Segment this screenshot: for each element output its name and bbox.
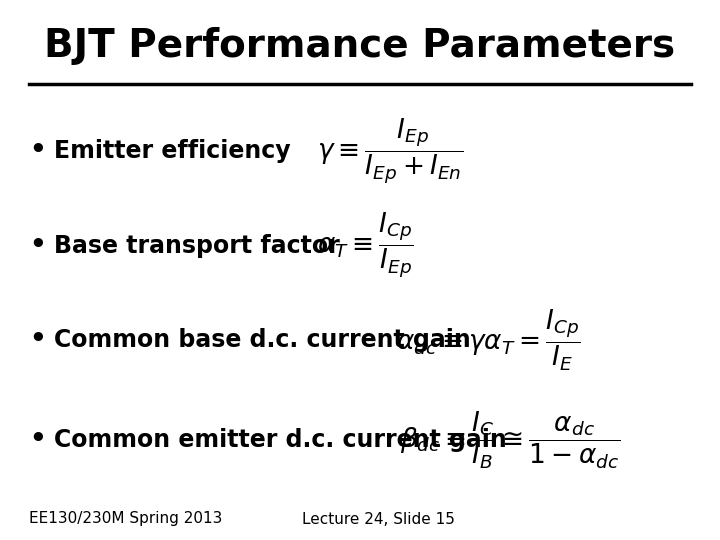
Text: BJT Performance Parameters: BJT Performance Parameters bbox=[45, 27, 675, 65]
Text: EE130/230M Spring 2013: EE130/230M Spring 2013 bbox=[29, 511, 222, 526]
Text: $\alpha_T \equiv \dfrac{I_{Cp}}{I_{Ep}}$: $\alpha_T \equiv \dfrac{I_{Cp}}{I_{Ep}}$ bbox=[317, 211, 414, 280]
Text: Emitter efficiency: Emitter efficiency bbox=[54, 139, 291, 163]
Text: Common base d.c. current gain: Common base d.c. current gain bbox=[54, 328, 471, 352]
Text: •: • bbox=[29, 233, 45, 259]
Text: $\gamma \equiv \dfrac{I_{Ep}}{I_{Ep} + I_{En}}$: $\gamma \equiv \dfrac{I_{Ep}}{I_{Ep} + I… bbox=[317, 117, 463, 186]
Text: Lecture 24, Slide 15: Lecture 24, Slide 15 bbox=[302, 511, 455, 526]
Text: •: • bbox=[29, 138, 45, 164]
Text: Common emitter d.c. current gain: Common emitter d.c. current gain bbox=[54, 428, 507, 452]
Text: $\beta_{dc} \equiv \dfrac{I_C}{I_B} \cong \dfrac{\alpha_{dc}}{1-\alpha_{dc}}$: $\beta_{dc} \equiv \dfrac{I_C}{I_B} \con… bbox=[400, 409, 620, 471]
Text: •: • bbox=[29, 427, 45, 453]
Text: •: • bbox=[29, 327, 45, 353]
Text: Base transport factor: Base transport factor bbox=[54, 234, 340, 258]
Text: $\alpha_{dc} \equiv \gamma\alpha_T = \dfrac{I_{Cp}}{I_E}$: $\alpha_{dc} \equiv \gamma\alpha_T = \df… bbox=[396, 307, 581, 373]
